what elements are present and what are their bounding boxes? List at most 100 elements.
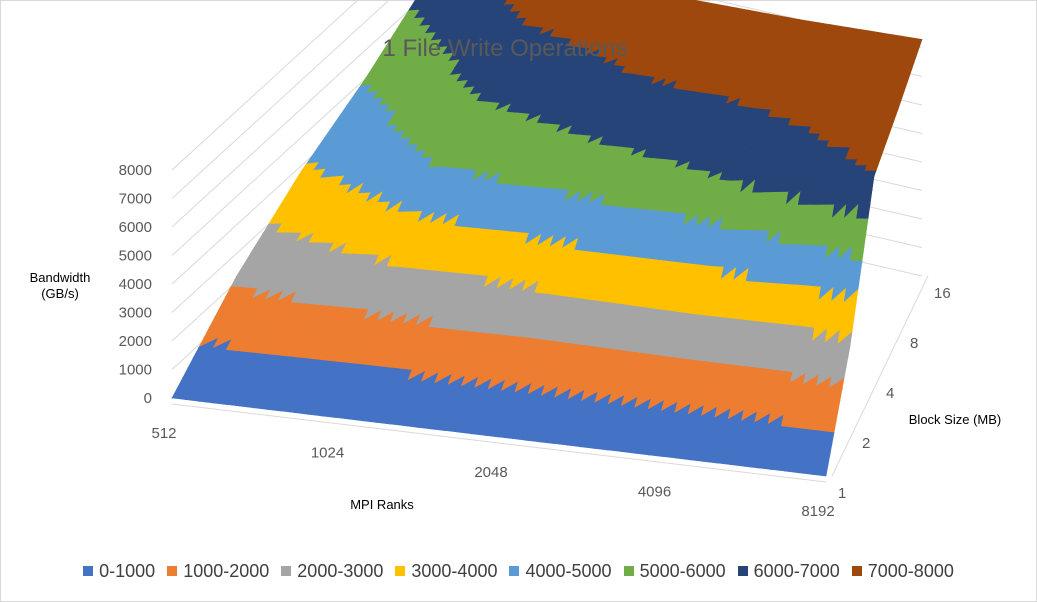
surface-facet: [579, 436, 599, 449]
legend-item: 4000-5000: [509, 560, 612, 582]
surface-facet: [402, 415, 422, 428]
surface-facet: [416, 417, 436, 430]
x-tick-label: 1024: [311, 445, 344, 462]
gridline: [171, 0, 923, 171]
surface-chart: 0 1000 2000 3000 4000 5000 6000 7000 8000 512 1024…: [30, 0, 1001, 520]
legend-item: 5000-6000: [623, 560, 726, 582]
y-tick-label: 2: [862, 435, 870, 452]
surface-facet: [716, 453, 734, 465]
surface-facet: [375, 412, 395, 425]
legend-label: 1000-2000: [183, 560, 270, 581]
surface-facet: [743, 456, 761, 469]
surface-facet: [525, 430, 544, 443]
surface-facet: [620, 441, 639, 454]
legend-label: 6000-7000: [753, 560, 840, 581]
legend-swatch: [623, 566, 634, 576]
surface-facet: [443, 420, 463, 433]
legend-label: 0-1000: [99, 560, 156, 581]
x-tick-label: 512: [151, 425, 176, 442]
surface-facet: [293, 403, 314, 415]
surface-facet: [361, 410, 382, 423]
surface-facet: [266, 399, 287, 412]
surface-facet: [184, 390, 206, 402]
surface-facet: [348, 409, 368, 422]
surface-facet: [388, 414, 409, 426]
z-tick-label: 5000: [119, 248, 152, 265]
surface-facet: [511, 428, 531, 441]
legend-swatch: [509, 566, 520, 576]
y-tick-label: 4: [886, 385, 894, 402]
surface-facet: [634, 443, 653, 456]
surface-facet: [211, 393, 233, 405]
legend: 0-1000 1000-2000 2000-3000 3000-4000 4000-50…: [0, 558, 1037, 584]
legend-item: 0-1000: [83, 561, 155, 582]
surface-facet: [279, 401, 301, 413]
legend-item: 6000-7000: [737, 560, 840, 582]
surface-facet: [770, 459, 788, 472]
z-tick-label: 3000: [119, 305, 152, 322]
legend-item: 1000-2000: [167, 561, 269, 582]
surface-facet: [607, 440, 626, 452]
surface-facet: [566, 435, 585, 448]
chart-title: 1 File Write Operations: [383, 35, 628, 62]
legend-item: 3000-4000: [395, 561, 497, 582]
surface-facet: [702, 451, 721, 464]
x-tick-label: 2048: [474, 464, 507, 481]
surface-facet: [811, 464, 829, 477]
surface-facet: [756, 458, 775, 470]
z-tick-label: 6000: [119, 219, 152, 236]
z-tick-label: 4000: [119, 276, 152, 293]
legend-label: 3000-4000: [411, 560, 498, 581]
y-tick-label: 8: [910, 335, 918, 352]
z-tick-label: 1000: [119, 362, 152, 379]
surface-facet: [647, 445, 666, 457]
surface-facet: [784, 461, 802, 474]
x-axis-line: [171, 403, 827, 483]
y-axis-line: [831, 275, 929, 477]
surface-facet: [170, 388, 192, 400]
surface-facet: [593, 438, 612, 451]
z-tick-label: 2000: [119, 333, 152, 350]
x-tick-label: 4096: [638, 484, 671, 501]
z-tick-label: 7000: [119, 191, 152, 208]
legend-label: 5000-6000: [639, 560, 726, 581]
surface-facet: [797, 463, 815, 475]
x-axis-label: MPI Ranks: [350, 497, 414, 512]
surface-facet: [661, 446, 680, 459]
surface-facet: [225, 395, 246, 407]
legend-label: 2000-3000: [297, 560, 384, 581]
surface-facet: [252, 398, 273, 410]
legend-label: 7000-8000: [867, 560, 954, 581]
legend-item: 2000-3000: [281, 561, 383, 582]
surface-facet: [729, 454, 748, 467]
legend-item: 7000-8000: [851, 560, 954, 582]
legend-swatch: [167, 566, 178, 576]
surface-facet: [675, 448, 693, 461]
legend-swatch: [737, 566, 748, 576]
surface-facet: [661, 0, 667, 2]
surface-facet: [538, 431, 558, 444]
surface-facet: [470, 423, 490, 436]
surface-facet: [484, 425, 504, 438]
y-axis-label: Block Size (MB): [909, 412, 1001, 427]
z-tick-label: 8000: [119, 162, 152, 179]
surface-facet: [498, 427, 517, 439]
surface-facet: [552, 433, 572, 446]
z-axis-label-line1: Bandwidth: [30, 270, 91, 285]
x-tick-label: 8192: [801, 503, 834, 520]
surface-facet: [307, 404, 328, 417]
y-tick-label: 1: [838, 485, 846, 502]
surface-facet: [334, 407, 355, 420]
surface-facet: [198, 391, 219, 404]
y-tick-label: 16: [934, 285, 951, 302]
legend-label: 4000-5000: [525, 560, 612, 581]
legend-swatch: [851, 566, 862, 576]
legend-swatch: [395, 566, 406, 576]
z-axis-label-line2: (GB/s): [41, 286, 79, 301]
z-tick-label: 0: [144, 390, 152, 407]
legend-swatch: [281, 566, 292, 576]
surface-facet: [429, 418, 450, 431]
surface-plot: [170, 0, 923, 477]
surface-facet: [239, 396, 260, 409]
surface-facet: [457, 422, 477, 435]
